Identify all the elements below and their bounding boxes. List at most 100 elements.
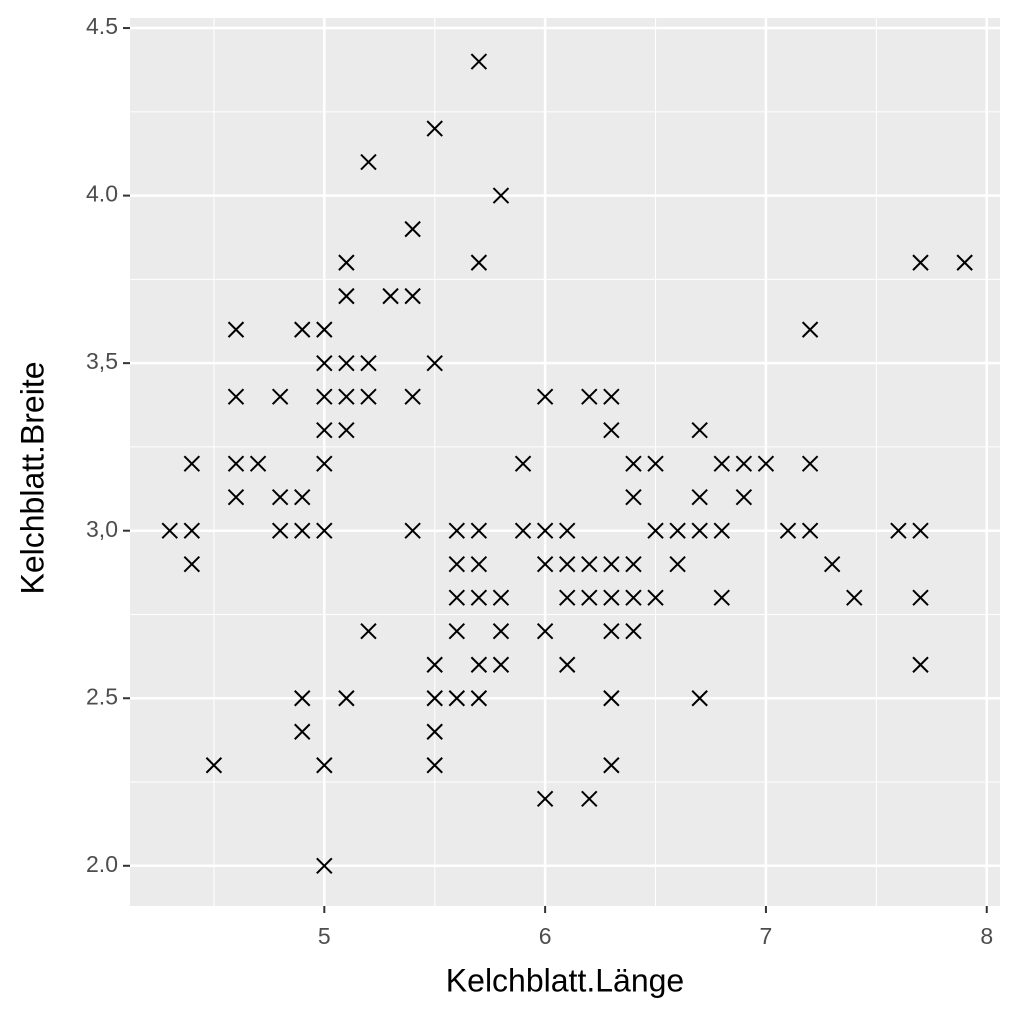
- point: [227, 321, 245, 338]
- x-axis-title: Kelchblatt.Länge: [446, 962, 684, 998]
- point: [470, 53, 488, 70]
- point: [559, 555, 576, 573]
- point: [625, 555, 642, 573]
- y-tick-label: 3,0: [86, 516, 118, 542]
- point: [912, 254, 929, 271]
- point: [448, 589, 466, 606]
- point: [559, 656, 576, 673]
- point: [912, 656, 929, 673]
- point: [426, 656, 443, 673]
- point: [625, 623, 642, 640]
- point: [581, 790, 598, 807]
- point: [294, 690, 311, 707]
- point: [603, 421, 620, 439]
- point: [448, 522, 466, 539]
- y-tick-label: 4.0: [86, 181, 118, 207]
- point: [691, 690, 708, 707]
- panel: [130, 18, 1000, 906]
- point: [426, 120, 443, 137]
- x-tick-label: 6: [539, 923, 552, 949]
- point: [360, 354, 377, 372]
- point: [735, 455, 753, 472]
- point: [382, 287, 399, 305]
- point: [912, 522, 929, 539]
- point: [470, 589, 488, 606]
- point: [426, 757, 443, 774]
- point: [249, 455, 267, 472]
- x-tick-label: 5: [318, 923, 331, 949]
- point: [669, 555, 686, 573]
- point: [316, 522, 333, 539]
- point: [757, 455, 775, 472]
- point: [691, 488, 708, 506]
- point: [227, 488, 245, 506]
- point: [823, 555, 841, 573]
- point: [625, 488, 642, 506]
- point: [360, 623, 377, 640]
- point: [514, 522, 532, 539]
- point: [470, 656, 488, 673]
- point: [338, 287, 355, 305]
- point: [227, 388, 245, 405]
- point: [470, 522, 488, 539]
- point: [271, 522, 289, 539]
- point: [338, 421, 355, 439]
- point: [294, 488, 311, 506]
- x-tick-label: 8: [980, 923, 993, 949]
- point: [227, 455, 245, 472]
- point: [514, 455, 532, 472]
- point: [338, 354, 355, 372]
- point: [581, 589, 598, 606]
- point: [448, 690, 466, 707]
- point: [559, 522, 576, 539]
- point: [183, 522, 201, 539]
- point: [603, 757, 620, 774]
- point: [603, 623, 620, 640]
- point: [603, 690, 620, 707]
- point: [316, 321, 333, 338]
- point: [360, 388, 377, 405]
- point: [713, 522, 730, 539]
- point: [183, 455, 201, 472]
- y-tick-label: 2.0: [86, 851, 118, 877]
- point: [161, 522, 178, 539]
- point: [294, 723, 311, 740]
- point: [205, 757, 223, 774]
- point: [294, 321, 311, 338]
- point: [647, 455, 664, 472]
- point: [404, 388, 421, 405]
- point: [360, 153, 377, 171]
- point: [846, 589, 863, 606]
- point: [271, 388, 289, 405]
- point: [603, 388, 620, 405]
- point: [625, 589, 642, 606]
- point: [316, 421, 333, 439]
- point: [581, 555, 598, 573]
- point: [316, 757, 333, 774]
- point: [470, 690, 488, 707]
- point: [316, 388, 333, 405]
- y-tick-label: 2.5: [86, 683, 118, 709]
- point: [713, 589, 730, 606]
- point: [735, 488, 753, 506]
- y-axis-title: Kelchblatt.Breite: [14, 361, 50, 594]
- point: [890, 522, 907, 539]
- y-tick-label: 3,5: [86, 348, 118, 374]
- point: [404, 522, 421, 539]
- point: [603, 555, 620, 573]
- point: [404, 287, 421, 305]
- point: [713, 455, 730, 472]
- point: [470, 254, 488, 271]
- point: [294, 522, 311, 539]
- point: [316, 455, 333, 472]
- point: [183, 555, 201, 573]
- point: [536, 623, 554, 640]
- point: [338, 388, 355, 405]
- point: [492, 623, 510, 640]
- point: [338, 690, 355, 707]
- x-tick-label: 7: [760, 923, 773, 949]
- point: [801, 321, 819, 338]
- point: [581, 388, 598, 405]
- point: [625, 455, 642, 472]
